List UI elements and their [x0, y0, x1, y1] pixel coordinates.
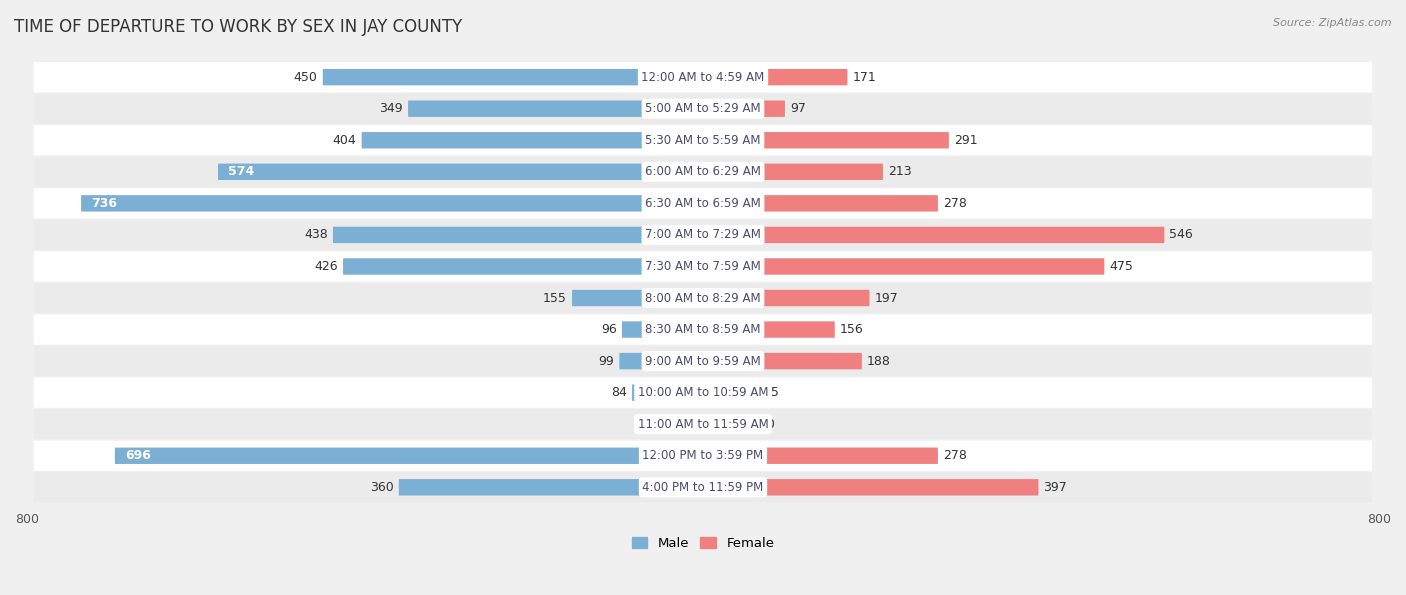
Text: 450: 450: [294, 71, 318, 84]
FancyBboxPatch shape: [34, 125, 1372, 155]
Text: 6:30 AM to 6:59 AM: 6:30 AM to 6:59 AM: [645, 197, 761, 210]
Text: 574: 574: [228, 165, 254, 178]
Text: 438: 438: [304, 228, 328, 242]
FancyBboxPatch shape: [703, 416, 754, 433]
Text: 278: 278: [943, 449, 967, 462]
FancyBboxPatch shape: [343, 258, 703, 275]
FancyBboxPatch shape: [333, 227, 703, 243]
Text: 12:00 AM to 4:59 AM: 12:00 AM to 4:59 AM: [641, 71, 765, 84]
Text: 171: 171: [852, 71, 876, 84]
Text: 10:00 AM to 10:59 AM: 10:00 AM to 10:59 AM: [638, 386, 768, 399]
Text: 156: 156: [839, 323, 863, 336]
FancyBboxPatch shape: [703, 132, 949, 149]
Legend: Male, Female: Male, Female: [626, 532, 780, 555]
Text: 4:00 PM to 11:59 PM: 4:00 PM to 11:59 PM: [643, 481, 763, 494]
FancyBboxPatch shape: [218, 164, 703, 180]
FancyBboxPatch shape: [34, 409, 1372, 439]
FancyBboxPatch shape: [620, 353, 703, 369]
Text: 7:30 AM to 7:59 AM: 7:30 AM to 7:59 AM: [645, 260, 761, 273]
FancyBboxPatch shape: [34, 188, 1372, 218]
FancyBboxPatch shape: [703, 227, 1164, 243]
Text: 60: 60: [759, 418, 775, 431]
FancyBboxPatch shape: [703, 164, 883, 180]
FancyBboxPatch shape: [703, 290, 869, 306]
FancyBboxPatch shape: [34, 283, 1372, 313]
Text: 65: 65: [763, 386, 779, 399]
FancyBboxPatch shape: [34, 377, 1372, 408]
Text: 197: 197: [875, 292, 898, 305]
Text: 84: 84: [612, 386, 627, 399]
FancyBboxPatch shape: [703, 447, 938, 464]
Text: 736: 736: [91, 197, 117, 210]
Text: 546: 546: [1170, 228, 1194, 242]
FancyBboxPatch shape: [82, 195, 703, 212]
Text: 8:00 AM to 8:29 AM: 8:00 AM to 8:29 AM: [645, 292, 761, 305]
Text: 397: 397: [1043, 481, 1067, 494]
FancyBboxPatch shape: [703, 101, 785, 117]
FancyBboxPatch shape: [703, 195, 938, 212]
Text: 6:00 AM to 6:29 AM: 6:00 AM to 6:29 AM: [645, 165, 761, 178]
Text: 99: 99: [599, 355, 614, 368]
FancyBboxPatch shape: [703, 321, 835, 338]
FancyBboxPatch shape: [703, 69, 848, 85]
FancyBboxPatch shape: [621, 321, 703, 338]
FancyBboxPatch shape: [34, 346, 1372, 376]
FancyBboxPatch shape: [34, 441, 1372, 471]
FancyBboxPatch shape: [572, 290, 703, 306]
FancyBboxPatch shape: [34, 62, 1372, 92]
Text: 349: 349: [380, 102, 404, 115]
Text: 5:00 AM to 5:29 AM: 5:00 AM to 5:29 AM: [645, 102, 761, 115]
Text: 97: 97: [790, 102, 806, 115]
Text: 188: 188: [868, 355, 891, 368]
FancyBboxPatch shape: [34, 156, 1372, 187]
Text: 96: 96: [600, 323, 617, 336]
Text: 7:00 AM to 7:29 AM: 7:00 AM to 7:29 AM: [645, 228, 761, 242]
Text: 9:00 AM to 9:59 AM: 9:00 AM to 9:59 AM: [645, 355, 761, 368]
FancyBboxPatch shape: [361, 132, 703, 149]
Text: 0: 0: [689, 418, 696, 431]
Text: 475: 475: [1109, 260, 1133, 273]
Text: 11:00 AM to 11:59 AM: 11:00 AM to 11:59 AM: [638, 418, 768, 431]
FancyBboxPatch shape: [34, 314, 1372, 345]
Text: 8:30 AM to 8:59 AM: 8:30 AM to 8:59 AM: [645, 323, 761, 336]
Text: 12:00 PM to 3:59 PM: 12:00 PM to 3:59 PM: [643, 449, 763, 462]
Text: 360: 360: [370, 481, 394, 494]
Text: 155: 155: [543, 292, 567, 305]
Text: 291: 291: [953, 134, 977, 147]
FancyBboxPatch shape: [703, 353, 862, 369]
FancyBboxPatch shape: [703, 479, 1039, 496]
Text: 278: 278: [943, 197, 967, 210]
FancyBboxPatch shape: [34, 472, 1372, 502]
Text: TIME OF DEPARTURE TO WORK BY SEX IN JAY COUNTY: TIME OF DEPARTURE TO WORK BY SEX IN JAY …: [14, 18, 463, 36]
FancyBboxPatch shape: [703, 384, 758, 401]
FancyBboxPatch shape: [633, 384, 703, 401]
FancyBboxPatch shape: [408, 101, 703, 117]
FancyBboxPatch shape: [34, 93, 1372, 124]
FancyBboxPatch shape: [34, 220, 1372, 250]
Text: 213: 213: [889, 165, 911, 178]
FancyBboxPatch shape: [399, 479, 703, 496]
FancyBboxPatch shape: [115, 447, 703, 464]
Text: Source: ZipAtlas.com: Source: ZipAtlas.com: [1274, 18, 1392, 28]
Text: 404: 404: [333, 134, 357, 147]
Text: 696: 696: [125, 449, 150, 462]
Text: 426: 426: [315, 260, 337, 273]
FancyBboxPatch shape: [703, 258, 1104, 275]
Text: 5:30 AM to 5:59 AM: 5:30 AM to 5:59 AM: [645, 134, 761, 147]
FancyBboxPatch shape: [34, 251, 1372, 281]
FancyBboxPatch shape: [323, 69, 703, 85]
